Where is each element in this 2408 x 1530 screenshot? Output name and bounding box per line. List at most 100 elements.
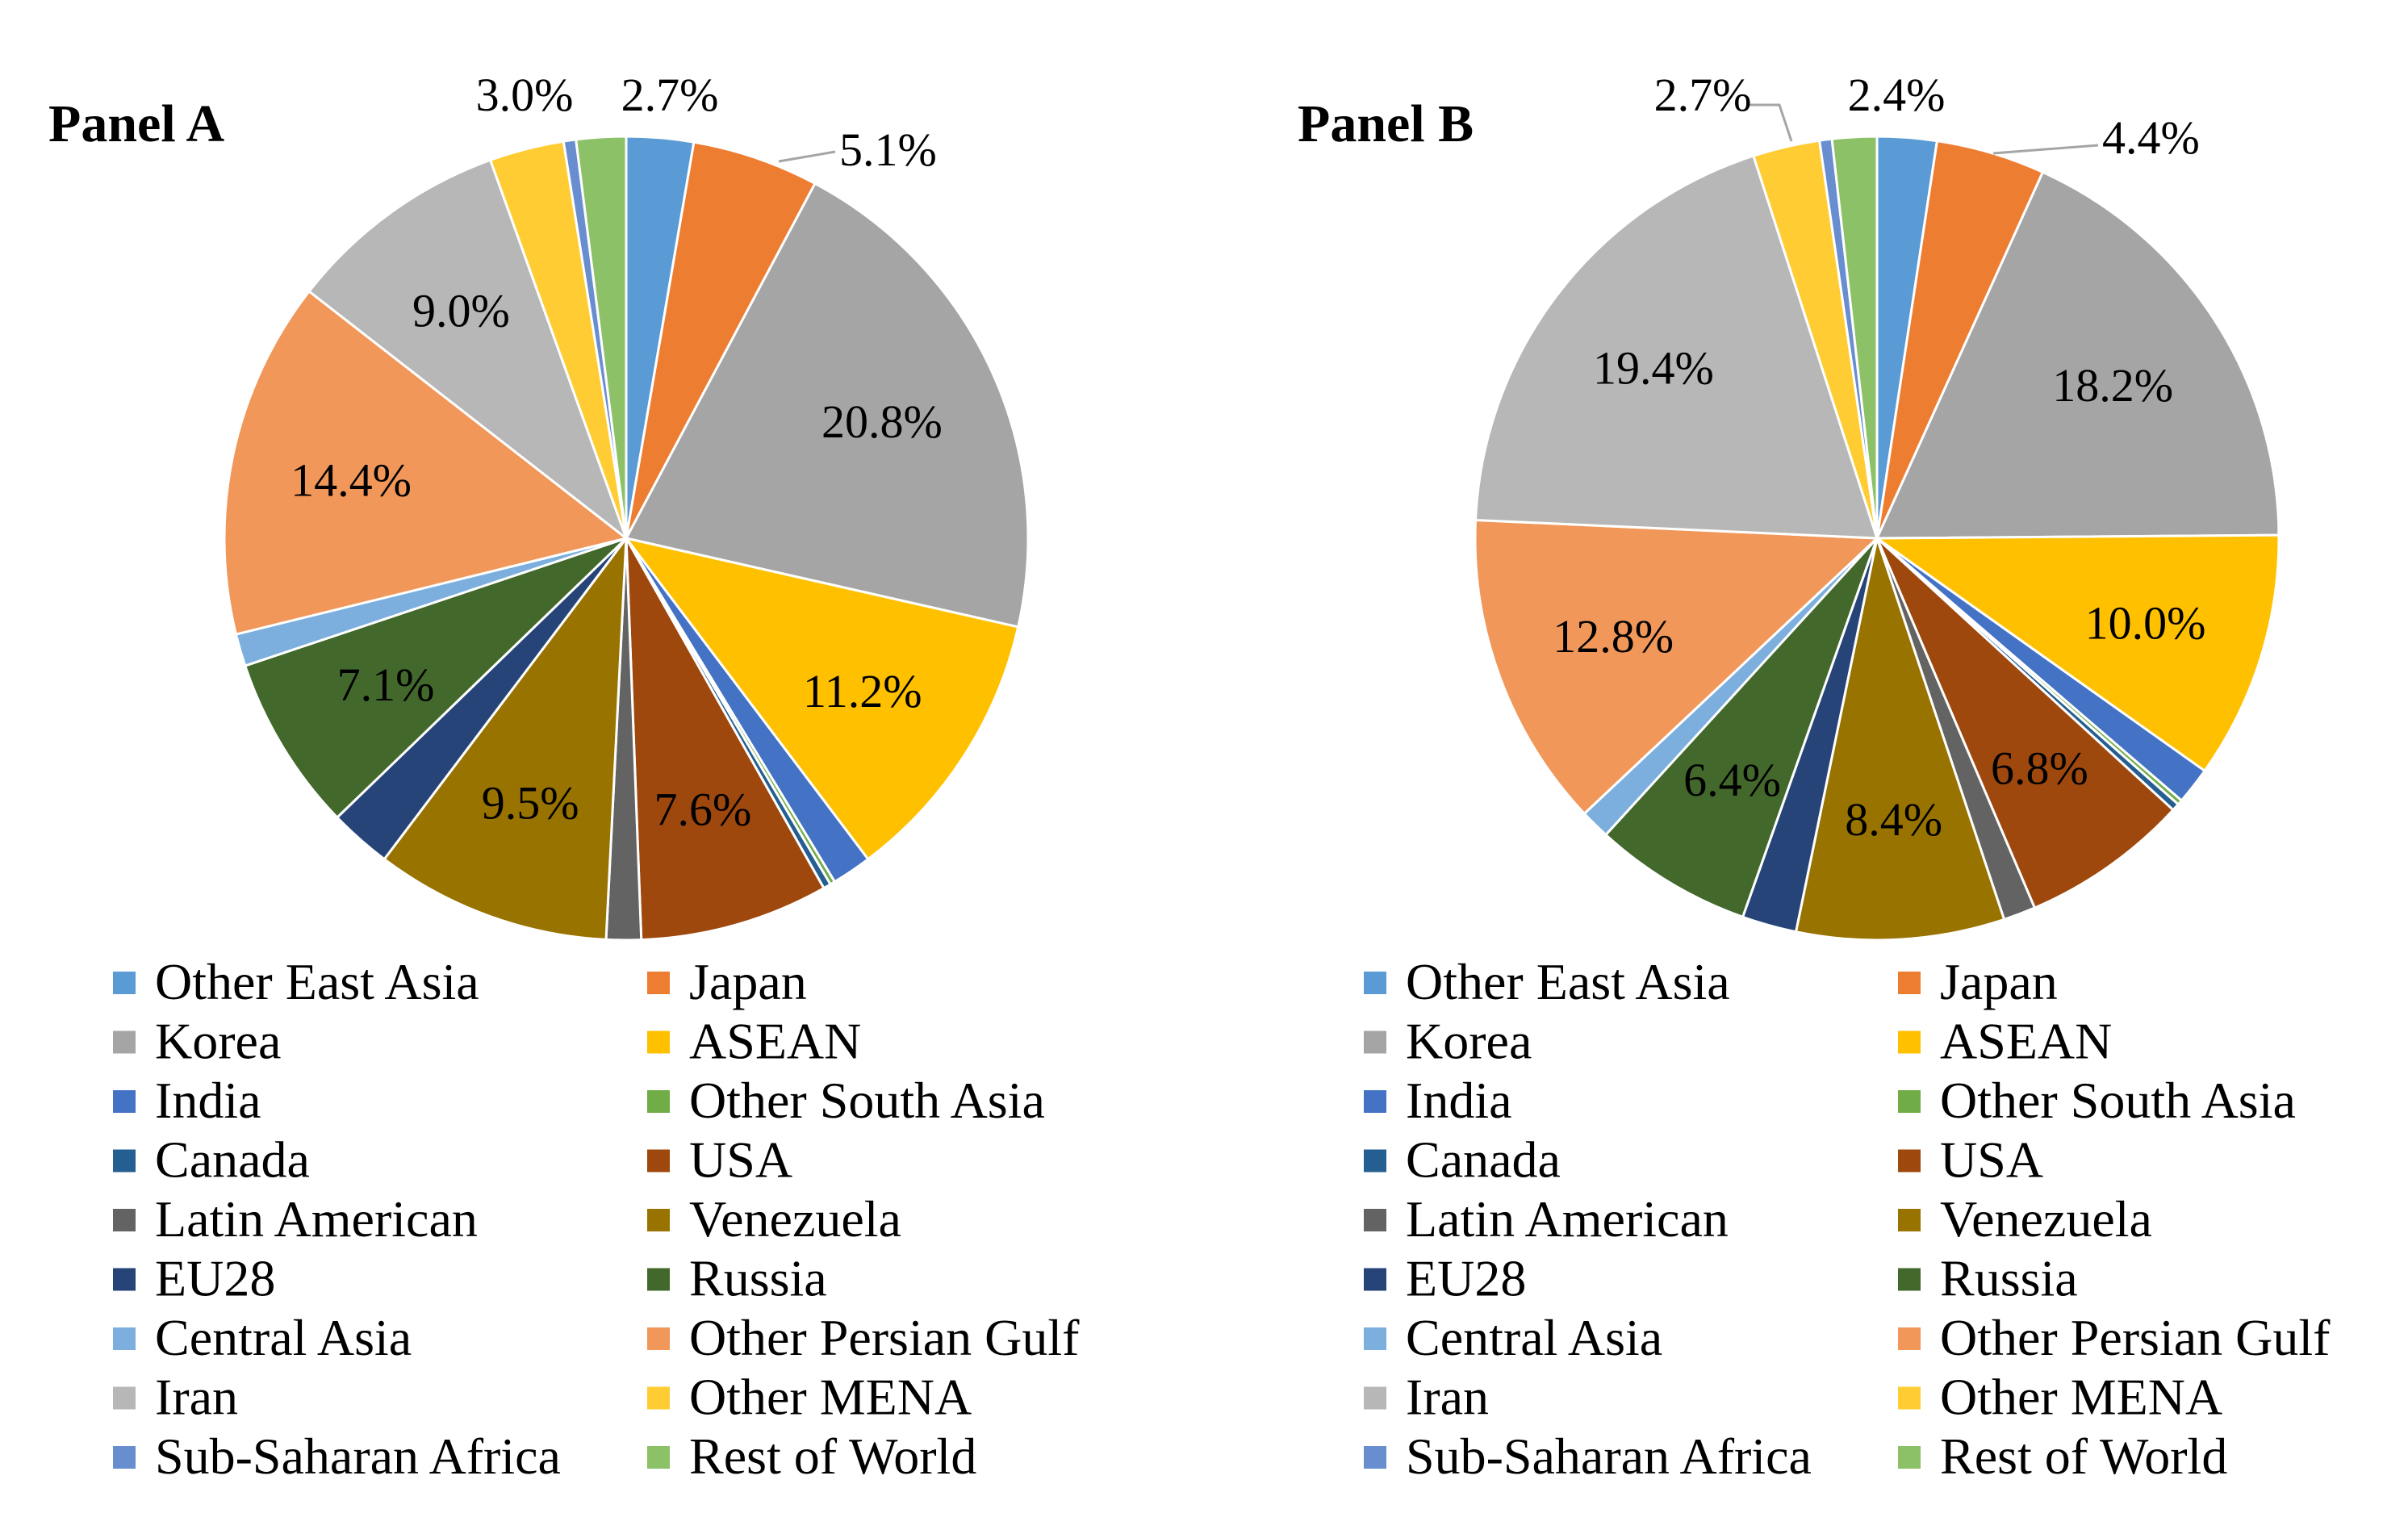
pie-slice-asean [623, 536, 1020, 861]
legend-item-eu28: EU28 [1364, 1250, 1526, 1307]
legend-swatch [1898, 1327, 1921, 1350]
legend-label: Russia [689, 1250, 827, 1307]
legend-label: India [155, 1072, 261, 1129]
legend-label: Other South Asia [689, 1072, 1045, 1129]
legend-item-latin-american: Latin American [113, 1190, 478, 1248]
leader-line [1750, 103, 1793, 142]
legend-swatch [1364, 1209, 1386, 1231]
legend-item-iran: Iran [113, 1369, 238, 1426]
pie-slice-other-persian-gulf [1474, 518, 1880, 816]
legend-item-russia: Russia [1898, 1250, 2078, 1307]
legend-label: Sub-Saharan Africa [155, 1428, 561, 1485]
legend-swatch [647, 1149, 670, 1173]
panel-title: Panel B [1298, 94, 1474, 153]
legend-item-eu28: EU28 [113, 1250, 275, 1307]
legend-item-asean: ASEAN [647, 1013, 861, 1070]
legend-item-india: India [1364, 1072, 1512, 1129]
legend-swatch [647, 1386, 670, 1410]
legend-swatch [1364, 972, 1386, 994]
legend-label: Venezuela [1940, 1190, 2152, 1248]
legend-swatch [647, 1327, 670, 1350]
legend-swatch [1364, 1386, 1386, 1410]
pie-slice-japan [625, 140, 817, 539]
legend-item-other-south-asia: Other South Asia [647, 1072, 1045, 1129]
legend-label: Japan [689, 953, 807, 1010]
legend-item-other-mena: Other MENA [1898, 1369, 2222, 1426]
legend-swatch [647, 1090, 670, 1113]
legend-swatch [113, 972, 136, 994]
legend-item-india: India [113, 1072, 261, 1129]
pie-slice-korea [624, 182, 1030, 629]
data-label-russia: 6.4% [1683, 754, 1781, 806]
data-label-other-east-asia: 2.4% [1848, 69, 1946, 121]
legend-swatch [1898, 1446, 1921, 1469]
legend-item-other-east-asia: Other East Asia [1364, 953, 1730, 1010]
legend-label: Other Persian Gulf [1940, 1309, 2331, 1366]
legend-item-japan: Japan [1898, 953, 2058, 1010]
legend-label: Rest of World [689, 1428, 976, 1485]
legend-swatch [1364, 1149, 1386, 1173]
legend-swatch [1364, 1327, 1386, 1350]
legend-item-usa: USA [1898, 1131, 2043, 1189]
legend-label: Latin American [155, 1190, 478, 1248]
data-label-japan: 4.4% [2102, 111, 2200, 164]
legend-label: Other Persian Gulf [689, 1309, 1080, 1366]
panel-b: Panel B 2.4% 4.4% 18.2% 10.0% 6.8% 8.4% 6.4% 12.… [1298, 69, 2331, 1485]
legend-swatch [1364, 1446, 1386, 1469]
legend-item-korea: Korea [113, 1013, 281, 1070]
legend-label: Latin American [1406, 1190, 1729, 1248]
legend-label: Other East Asia [1406, 953, 1730, 1010]
pie-slice-asean [1873, 533, 2280, 773]
data-label-asean: 10.0% [2085, 597, 2206, 650]
legend-item-japan: Japan [647, 953, 807, 1010]
legend-label: Central Asia [1406, 1309, 1662, 1366]
legend-item-venezuela: Venezuela [647, 1190, 901, 1248]
legend-item-canada: Canada [1364, 1131, 1561, 1189]
legend-swatch [113, 1268, 136, 1291]
panel-a: Panel A 2.7% 5.1% 20.8% 11.2% 7.6% 9.5% 7.1% 14.… [48, 69, 1080, 1485]
legend-label: Other MENA [1940, 1369, 2222, 1426]
legend-label: Other MENA [689, 1369, 972, 1426]
legend-item-central-asia: Central Asia [113, 1309, 412, 1366]
pie-slice-rest-of-world [1830, 135, 1879, 539]
data-label-japan: 5.1% [839, 123, 937, 176]
legend-label: EU28 [1406, 1250, 1526, 1307]
legend-swatch [1898, 1090, 1921, 1113]
legend-item-canada: Canada [113, 1131, 310, 1189]
pie-slice-venezuela [1794, 533, 2006, 942]
data-label-korea: 18.2% [2052, 359, 2173, 412]
data-label-venezuela: 9.5% [482, 777, 579, 830]
legend-swatch [1898, 972, 1921, 994]
legend-label: Sub-Saharan Africa [1406, 1428, 1812, 1485]
legend-item-asean: ASEAN [1898, 1013, 2112, 1070]
data-label-iran: 9.0% [412, 285, 510, 337]
legend-item-central-asia: Central Asia [1364, 1309, 1662, 1366]
legend-label: Korea [1406, 1013, 1532, 1070]
legend-swatch [113, 1446, 136, 1469]
legend-label: ASEAN [689, 1013, 861, 1070]
pie-slice-russia [243, 537, 628, 820]
legend-item-latin-american: Latin American [1364, 1190, 1729, 1248]
legend-label: Russia [1940, 1250, 2078, 1307]
legend-swatch [1898, 1030, 1921, 1054]
legend-swatch [1364, 1030, 1386, 1054]
legend-label: Canada [155, 1131, 310, 1189]
legend-item-other-mena: Other MENA [647, 1369, 972, 1426]
legend-label: Japan [1940, 953, 2058, 1010]
legend-item-other-south-asia: Other South Asia [1898, 1072, 2296, 1129]
legend-swatch [647, 1209, 670, 1231]
legend-swatch [113, 1090, 136, 1113]
data-label-other-east-asia: 2.7% [621, 69, 719, 121]
legend-item-rest-of-world: Rest of World [1898, 1428, 2227, 1485]
legend-swatch [113, 1327, 136, 1350]
data-label-other-persian-gulf: 14.4% [291, 454, 412, 506]
legend-label: Iran [1406, 1369, 1489, 1426]
legend-item-other-east-asia: Other East Asia [113, 953, 479, 1010]
legend-label: India [1406, 1072, 1512, 1129]
legend-item-other-persian-gulf: Other Persian Gulf [1898, 1309, 2331, 1366]
data-label-asean: 11.2% [803, 665, 922, 717]
legend-label: EU28 [155, 1250, 275, 1307]
pie-slice-usa [625, 537, 826, 942]
data-label-iran: 19.4% [1593, 342, 1714, 395]
